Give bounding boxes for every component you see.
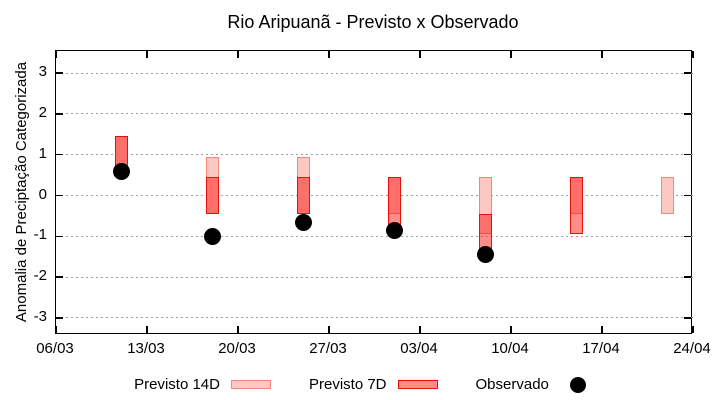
y-tick-right bbox=[684, 317, 691, 319]
x-tick-top bbox=[328, 51, 330, 58]
x-tick-bottom bbox=[419, 326, 421, 333]
y-tick-left bbox=[56, 317, 63, 319]
gridline bbox=[56, 317, 693, 319]
y-tick-right bbox=[684, 276, 691, 278]
x-tick-top bbox=[692, 51, 694, 58]
gridline bbox=[56, 72, 693, 74]
x-tick-top bbox=[55, 51, 57, 58]
legend-label-previsto-7d: Previsto 7D bbox=[308, 376, 387, 393]
observado-dot bbox=[385, 221, 403, 239]
x-tick-label: 06/03 bbox=[36, 340, 74, 357]
y-tick-right bbox=[684, 235, 691, 238]
x-tick-label: 24/04 bbox=[673, 340, 711, 357]
x-tick-label: 03/04 bbox=[400, 340, 438, 357]
x-tick-bottom bbox=[328, 326, 330, 333]
observado-dot bbox=[112, 162, 130, 180]
x-tick-top bbox=[419, 51, 421, 58]
observado-dot bbox=[294, 213, 312, 231]
y-tick-left bbox=[56, 276, 63, 278]
legend-label-observado: Observado bbox=[475, 376, 549, 393]
gridline bbox=[56, 154, 693, 156]
gridline bbox=[56, 195, 693, 196]
y-tick-right bbox=[684, 153, 691, 156]
x-tick-bottom bbox=[692, 326, 694, 333]
y-tick-label: -2 bbox=[33, 267, 47, 285]
observado-dot bbox=[476, 246, 494, 264]
legend-swatch-observado-dot bbox=[569, 376, 586, 393]
bar-previsto-7d bbox=[296, 177, 310, 214]
y-tick-label: 1 bbox=[38, 144, 47, 162]
x-tick-label: 27/03 bbox=[309, 340, 347, 357]
x-tick-bottom bbox=[601, 326, 603, 333]
bar-previsto-14d bbox=[478, 177, 492, 235]
x-tick-label: 13/03 bbox=[127, 340, 165, 357]
x-tick-bottom bbox=[55, 326, 57, 333]
y-tick-left bbox=[56, 72, 63, 74]
legend-item-observado: Observado bbox=[476, 376, 586, 393]
legend-item-previsto-14d: Previsto 14D bbox=[134, 376, 271, 393]
y-tick-left bbox=[56, 153, 63, 156]
y-tick-label: -1 bbox=[33, 226, 47, 244]
gridline bbox=[56, 235, 693, 237]
legend-swatch-previsto-14d bbox=[230, 380, 271, 389]
chart-title: Rio Aripuanã - Previsto x Observado bbox=[227, 12, 519, 32]
legend: Previsto 14D Previsto 7D Observado bbox=[0, 376, 720, 393]
x-tick-label: 17/04 bbox=[582, 340, 620, 357]
x-tick-label: 10/04 bbox=[491, 340, 529, 357]
y-tick-left bbox=[56, 113, 63, 115]
y-tick-label: 0 bbox=[38, 185, 47, 203]
x-tick-top bbox=[237, 51, 239, 58]
x-tick-top bbox=[601, 51, 603, 58]
y-tick-right bbox=[684, 194, 691, 197]
legend-item-previsto-7d: Previsto 7D bbox=[309, 376, 438, 393]
y-tick-label: -3 bbox=[33, 307, 47, 325]
bar-previsto-7d bbox=[569, 177, 583, 235]
observado-dot bbox=[203, 227, 221, 245]
y-tick-right bbox=[684, 113, 691, 115]
legend-label-previsto-14d: Previsto 14D bbox=[134, 376, 220, 393]
x-tick-top bbox=[510, 51, 512, 58]
x-tick-bottom bbox=[146, 326, 148, 333]
x-tick-bottom bbox=[510, 326, 512, 333]
y-tick-label: 2 bbox=[38, 103, 47, 121]
gridline bbox=[56, 113, 693, 115]
bar-previsto-14d bbox=[660, 177, 674, 214]
gridline bbox=[56, 276, 693, 278]
bar-previsto-7d bbox=[205, 177, 219, 214]
y-tick-label: 3 bbox=[38, 63, 47, 81]
y-tick-left bbox=[56, 235, 63, 238]
y-tick-right bbox=[684, 72, 691, 74]
x-tick-label: 20/03 bbox=[218, 340, 256, 357]
y-tick-left bbox=[56, 194, 63, 197]
x-tick-top bbox=[146, 51, 148, 58]
legend-swatch-previsto-7d bbox=[397, 380, 438, 389]
plot-area bbox=[55, 50, 694, 334]
x-tick-bottom bbox=[237, 326, 239, 333]
